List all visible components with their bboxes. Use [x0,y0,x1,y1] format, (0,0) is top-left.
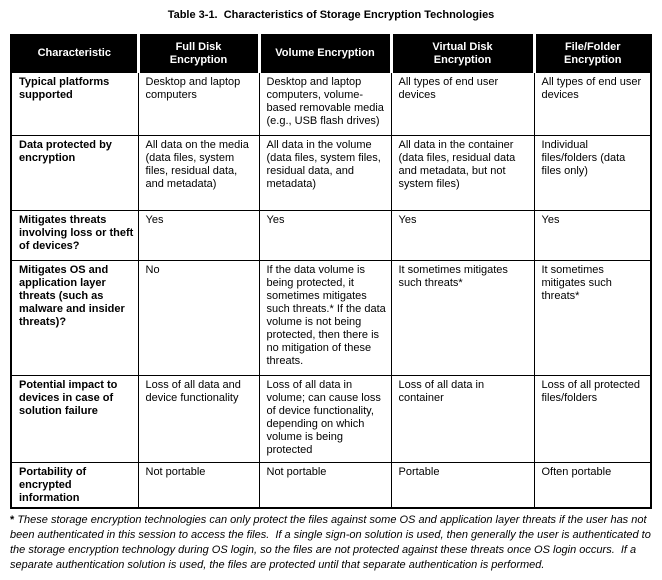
row-label: Portability of encrypted information [10,461,139,508]
table-cell: Desktop and laptop computers, volume-bas… [258,71,392,136]
table-cell: Loss of all data in container [390,374,535,463]
row-label: Typical platforms supported [10,71,139,136]
table-cell: All data on the media (data files, syste… [137,134,260,211]
table-cell: Yes [137,209,260,261]
footnote-text: These storage encryption technologies ca… [10,513,654,571]
table-cell: Individual files/folders (data files onl… [533,134,652,211]
table-row-potential-impact: Potential impact to devices in case of s… [10,374,652,463]
row-label: Data protected by encryption [10,134,139,211]
header-cell-file-folder-encryption: File/Folder Encryption [532,35,651,72]
table-cell: All types of end user devices [390,71,535,136]
storage-encryption-table: Characteristic Full Disk Encryption Volu… [10,34,652,509]
table-row-mitigates-loss-theft: Mitigates threats involving loss or thef… [10,209,652,261]
table-cell: Loss of all data in volume; can cause lo… [258,374,392,463]
table-row-mitigates-os-threats: Mitigates OS and application layer threa… [10,259,652,376]
footnote-asterisk: * [10,513,15,526]
table-header-row: Characteristic Full Disk Encryption Volu… [10,35,651,72]
table-cell: No [137,259,260,376]
table-cell: Desktop and laptop computers [137,71,260,136]
table-cell: All data in the container (data files, r… [390,134,535,211]
table-cell: Loss of all protected files/folders [533,374,652,463]
header-cell-full-disk-encryption: Full Disk Encryption [136,35,259,72]
table-cell: Often portable [533,461,652,508]
table-cell: All data in the volume (data files, syst… [258,134,392,211]
table-cell: Not portable [137,461,260,508]
table-row-data-protected: Data protected by encryption All data on… [10,134,652,211]
table-cell: Portable [390,461,535,508]
row-label: Mitigates OS and application layer threa… [10,259,139,376]
table-cell: All types of end user devices [533,71,652,136]
header-cell-volume-encryption: Volume Encryption [257,35,391,72]
table-cell: Yes [258,209,392,261]
header-cell-virtual-disk-encryption: Virtual Disk Encryption [389,35,534,72]
row-label: Mitigates threats involving loss or thef… [10,209,139,261]
table-row-typical-platforms: Typical platforms supported Desktop and … [10,71,652,136]
table-cell: If the data volume is being protected, i… [258,259,392,376]
table-row-portability: Portability of encrypted information Not… [10,461,652,508]
table-footnote: * These storage encryption technologies … [10,513,655,573]
table-cell: Yes [533,209,652,261]
table-title: Table 3-1. Characteristics of Storage En… [167,9,495,21]
table-cell: Not portable [258,461,392,508]
table-cell: Loss of all data and device functionalit… [137,374,260,463]
table-cell: It sometimes mitigates such threats* [533,259,652,376]
header-cell-characteristic: Characteristic [10,35,138,72]
row-label: Potential impact to devices in case of s… [10,374,139,463]
table-cell: It sometimes mitigates such threats* [390,259,535,376]
table-cell: Yes [390,209,535,261]
